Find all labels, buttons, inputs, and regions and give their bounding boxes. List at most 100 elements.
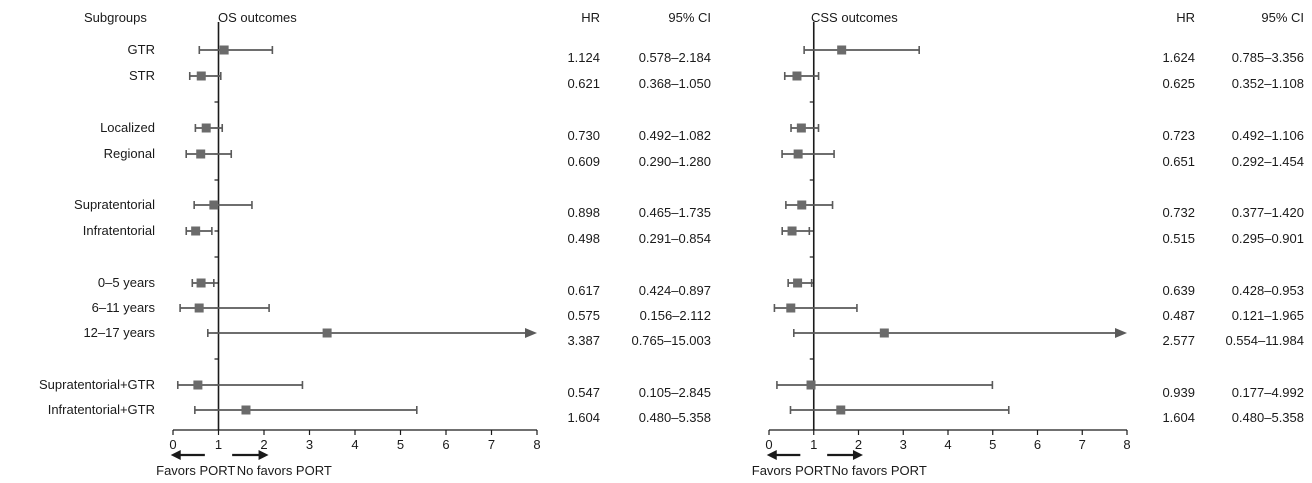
- css-no-favors-label: No favors PORT: [832, 463, 927, 478]
- os-x-tick-label: 4: [351, 437, 358, 452]
- os-ci-arrow: [525, 328, 537, 338]
- os-no-favors-label: No favors PORT: [237, 463, 332, 478]
- os-hr-marker: [191, 226, 201, 236]
- os-ci-value: 0.465–1.735: [639, 205, 711, 220]
- css-hr-value: 0.732: [1162, 205, 1195, 220]
- os-ci-value: 0.156–2.112: [640, 308, 711, 323]
- css-hr-value: 0.487: [1162, 308, 1195, 323]
- os-ci-header: 95% CI: [668, 10, 711, 25]
- css-x-tick-label: 6: [1034, 437, 1041, 452]
- os-x-tick-label: 5: [397, 437, 404, 452]
- os-ci-value: 0.578–2.184: [639, 50, 711, 65]
- css-hr-value: 0.639: [1162, 283, 1195, 298]
- os-no-favors-arrow-head: [258, 450, 269, 460]
- css-hr-marker: [836, 405, 846, 415]
- os-x-tick-label: 8: [533, 437, 540, 452]
- subgroup-label: Infratentorial: [83, 223, 155, 238]
- css-x-tick-label: 0: [765, 437, 772, 452]
- os-hr-marker: [194, 303, 204, 313]
- os-x-tick-label: 2: [260, 437, 267, 452]
- css-x-tick-label: 8: [1123, 437, 1130, 452]
- os-hr-marker: [196, 278, 206, 288]
- css-hr-value: 1.624: [1162, 50, 1195, 65]
- os-hr-value: 0.609: [567, 154, 600, 169]
- os-hr-value: 3.387: [567, 333, 600, 348]
- os-hr-value: 0.498: [567, 231, 600, 246]
- os-hr-value: 0.617: [567, 283, 600, 298]
- os-hr-marker: [209, 200, 219, 210]
- os-ci-value: 0.492–1.082: [639, 128, 711, 143]
- os-ci-value: 0.290–1.280: [639, 154, 711, 169]
- os-hr-marker: [196, 71, 206, 81]
- os-ci-value: 0.368–1.050: [639, 76, 711, 91]
- css-ci-value: 0.292–1.454: [1232, 154, 1304, 169]
- os-hr-marker: [219, 45, 229, 55]
- os-x-tick-label: 3: [306, 437, 313, 452]
- css-panel-title: CSS outcomes: [811, 10, 898, 25]
- css-hr-value: 0.515: [1162, 231, 1195, 246]
- os-panel-title: OS outcomes: [218, 10, 297, 25]
- subgroup-label: Localized: [100, 120, 155, 135]
- subgroups-header: Subgroups: [84, 10, 147, 25]
- os-hr-value: 0.547: [567, 385, 600, 400]
- css-ci-value: 0.480–5.358: [1232, 410, 1304, 425]
- css-favors-arrow-head: [766, 450, 777, 460]
- css-hr-value: 0.651: [1162, 154, 1195, 169]
- css-ci-value: 0.177–4.992: [1232, 385, 1304, 400]
- css-x-tick-label: 3: [900, 437, 907, 452]
- subgroup-label: GTR: [128, 42, 155, 57]
- os-hr-marker: [201, 123, 211, 133]
- os-ci-value: 0.291–0.854: [639, 231, 711, 246]
- css-hr-marker: [806, 380, 816, 390]
- css-hr-marker: [793, 278, 803, 288]
- css-hr-marker: [796, 123, 806, 133]
- css-hr-value: 0.625: [1162, 76, 1195, 91]
- subgroup-label: STR: [129, 68, 155, 83]
- os-x-tick-label: 7: [488, 437, 495, 452]
- os-hr-value: 0.730: [567, 128, 600, 143]
- os-x-tick-label: 6: [442, 437, 449, 452]
- os-hr-marker: [196, 149, 206, 159]
- css-ci-value: 0.554–11.984: [1225, 333, 1304, 348]
- css-hr-value: 1.604: [1162, 410, 1195, 425]
- os-ci-value: 0.105–2.845: [639, 385, 711, 400]
- os-hr-header: HR: [581, 10, 600, 25]
- css-hr-header: HR: [1176, 10, 1195, 25]
- css-ci-arrow: [1115, 328, 1127, 338]
- css-hr-value: 0.723: [1162, 128, 1195, 143]
- os-hr-value: 1.124: [567, 50, 600, 65]
- css-ci-value: 0.295–0.901: [1232, 231, 1304, 246]
- css-hr-value: 2.577: [1162, 333, 1195, 348]
- css-favors-label: Favors PORT: [752, 463, 831, 478]
- css-hr-value: 0.939: [1162, 385, 1195, 400]
- css-hr-marker: [837, 45, 847, 55]
- css-hr-marker: [879, 328, 889, 338]
- os-favors-arrow-head: [170, 450, 181, 460]
- css-hr-marker: [786, 303, 796, 313]
- css-ci-value: 0.428–0.953: [1232, 283, 1304, 298]
- css-ci-value: 0.352–1.108: [1232, 76, 1304, 91]
- css-ci-value: 0.121–1.965: [1232, 308, 1304, 323]
- subgroup-label: 12–17 years: [83, 325, 155, 340]
- subgroup-label: Regional: [104, 146, 155, 161]
- css-no-favors-arrow-head: [852, 450, 863, 460]
- css-ci-value: 0.785–3.356: [1232, 50, 1304, 65]
- css-ci-header: 95% CI: [1261, 10, 1304, 25]
- os-ci-value: 0.424–0.897: [639, 283, 711, 298]
- css-x-tick-label: 4: [944, 437, 951, 452]
- os-x-tick-label: 0: [169, 437, 176, 452]
- subgroup-label: Infratentorial+GTR: [48, 402, 155, 417]
- os-ci-value: 0.480–5.358: [639, 410, 711, 425]
- subgroup-label: 0–5 years: [98, 275, 156, 290]
- os-favors-label: Favors PORT: [156, 463, 235, 478]
- os-x-tick-label: 1: [215, 437, 222, 452]
- subgroup-label: Supratentorial+GTR: [39, 377, 155, 392]
- os-ci-value: 0.765–15.003: [631, 333, 711, 348]
- css-hr-marker: [793, 149, 803, 159]
- os-hr-value: 0.575: [567, 308, 600, 323]
- os-hr-value: 0.621: [567, 76, 600, 91]
- os-hr-marker: [322, 328, 332, 338]
- css-ci-value: 0.492–1.106: [1232, 128, 1304, 143]
- css-x-tick-label: 2: [855, 437, 862, 452]
